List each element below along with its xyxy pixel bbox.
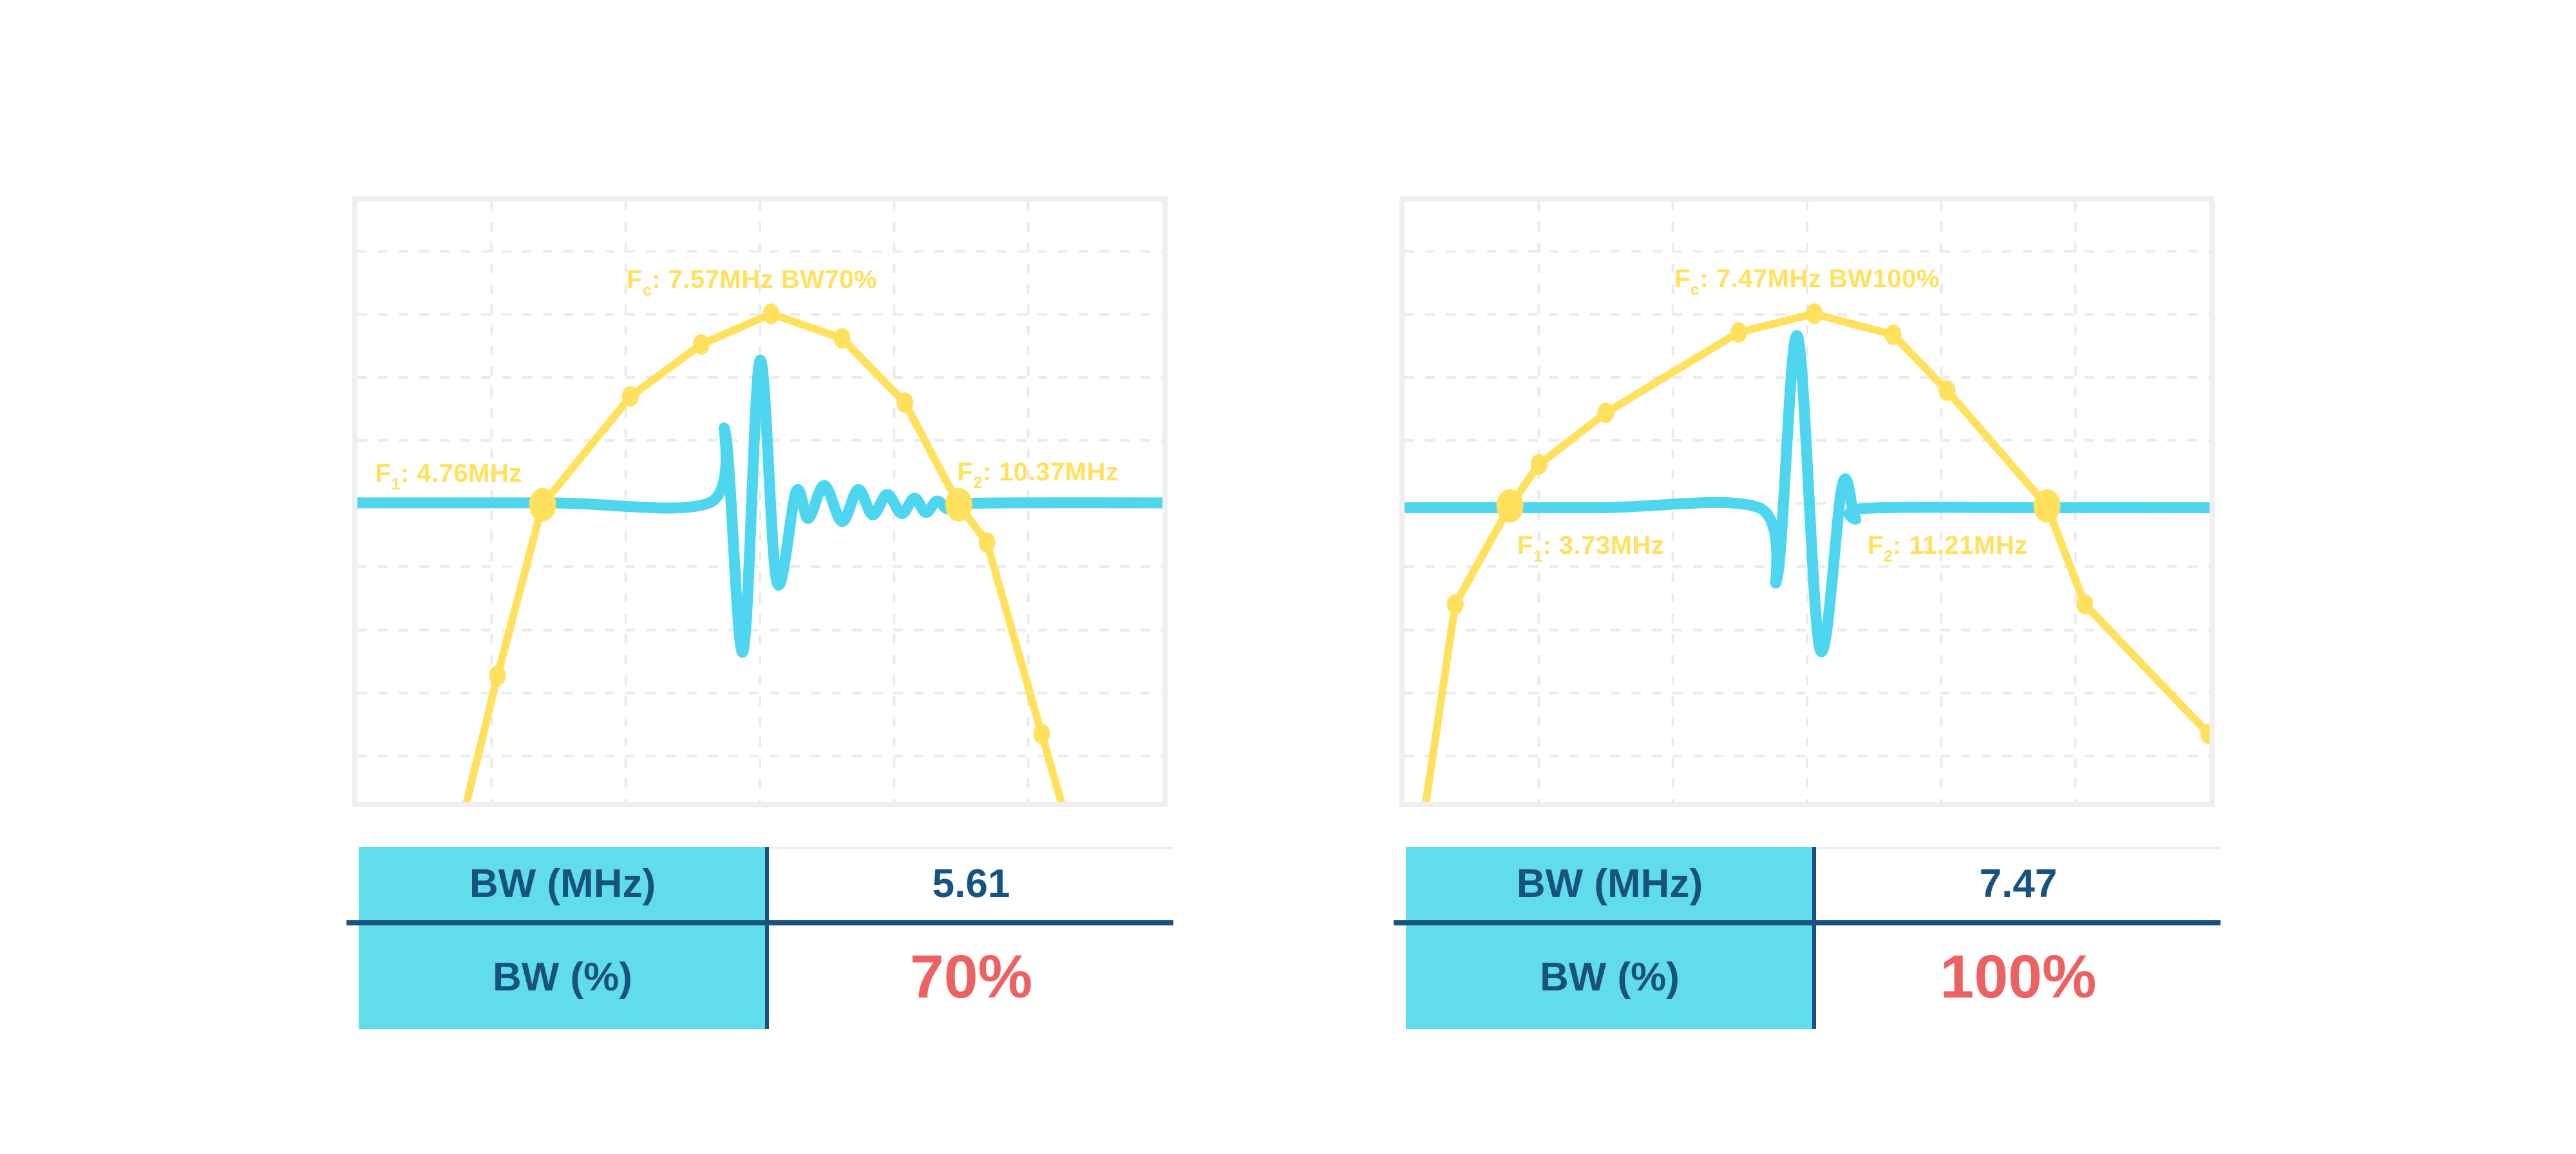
table-label-column-background: [1406, 847, 1814, 1029]
table-row-label-bw-mhz: BW (MHz): [469, 861, 656, 906]
f1-annotation-prefix: F: [375, 459, 392, 487]
fc-annotation-value: : 7.47MHz BW100%: [1700, 264, 1940, 293]
fc-annotation-prefix: F: [626, 265, 643, 294]
table-row-label-bw-pct: BW (%): [493, 955, 632, 999]
table-top-rule: [766, 847, 1173, 849]
f1-annotation-subscript: 1: [1533, 547, 1543, 565]
f1-annotation: F1: 4.76MHz: [375, 459, 522, 494]
f2-annotation-subscript: 2: [1883, 547, 1893, 565]
f1-annotation-value: : 3.73MHz: [1542, 531, 1665, 560]
bandwidth-table-bw70: BW (MHz) 5.61 BW (%) 70%: [346, 847, 1173, 1029]
table-horizontal-rule: [346, 920, 1173, 925]
fc-annotation: Fc: 7.57MHz BW70%: [627, 265, 877, 300]
f1-annotation-value: : 4.76MHz: [400, 459, 522, 487]
fc-annotation-subscript: c: [1690, 280, 1700, 299]
f2-annotation-value: : 11.21MHz: [1893, 531, 2028, 560]
table-row-value-bw-mhz: 5.61: [932, 861, 1010, 906]
table-label-column-background: [359, 847, 766, 1029]
f2-annotation-subscript: 2: [973, 473, 983, 492]
table-row-label-bw-mhz: BW (MHz): [1516, 861, 1703, 906]
table-row-value-bw-mhz: 7.47: [1979, 861, 2058, 906]
fc-annotation: Fc: 7.47MHz BW100%: [1674, 265, 1940, 299]
f2-annotation-value: : 10.37MHz: [982, 457, 1119, 486]
spectrum-chart-bw100: Fc: 7.47MHz BW100% F1: 3.73MHz F2: 11.21…: [1399, 196, 2215, 807]
fc-annotation-subscript: c: [642, 281, 652, 299]
spectrum-chart-bw70: Fc: 7.57MHz BW70% F1: 4.76MHz F2: 10.37M…: [352, 196, 1168, 807]
f1-annotation-prefix: F: [1517, 531, 1533, 560]
table-top-rule: [1814, 847, 2221, 849]
table-vertical-rule: [1812, 847, 1816, 1029]
f2-annotation-prefix: F: [957, 457, 974, 486]
f2-annotation: F2: 11.21MHz: [1868, 531, 2028, 566]
fc-annotation-prefix: F: [1674, 264, 1690, 293]
f1-annotation-subscript: 1: [391, 475, 401, 493]
f2-annotation-prefix: F: [1867, 531, 1884, 560]
spectrum-plot-bw100: [1405, 202, 2210, 802]
bandwidth-table-bw100: BW (MHz) 7.47 BW (%) 100%: [1394, 847, 2221, 1029]
table-vertical-rule: [765, 847, 769, 1029]
table-horizontal-rule: [1394, 920, 2221, 925]
fc-annotation-value: : 7.57MHz BW70%: [652, 265, 878, 294]
table-row-value-bw-pct: 100%: [1940, 943, 2097, 1011]
table-row-value-bw-pct: 70%: [909, 943, 1033, 1011]
f1-annotation: F1: 3.73MHz: [1517, 531, 1664, 566]
f2-annotation: F2: 10.37MHz: [957, 458, 1119, 493]
table-row-label-bw-pct: BW (%): [1540, 955, 1680, 999]
spectrum-plot-bw70: [357, 202, 1162, 802]
